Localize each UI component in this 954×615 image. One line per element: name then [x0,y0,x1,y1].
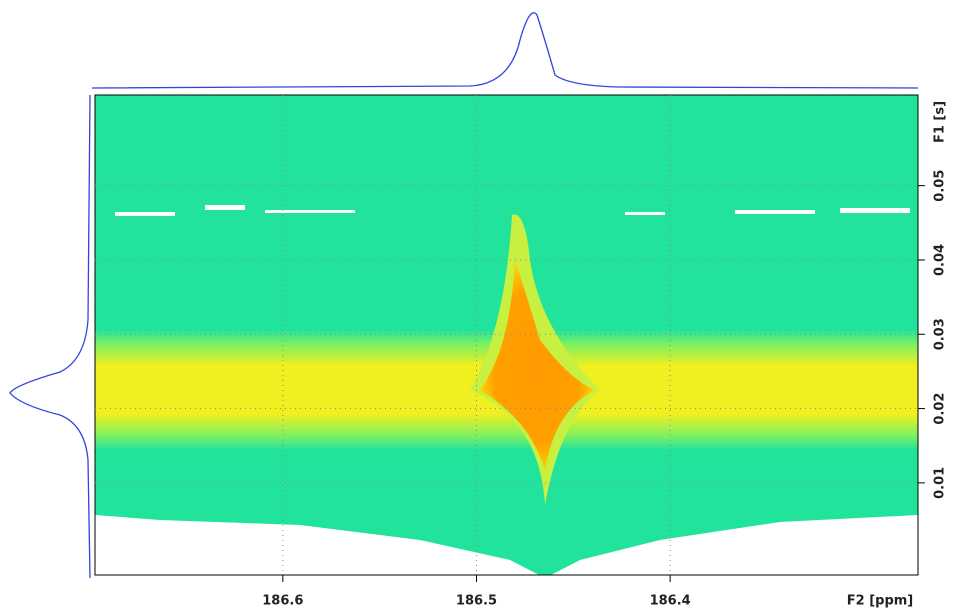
peak-core [480,260,595,470]
x-axis-label: F2 [ppm] [847,594,914,609]
f2-projection [91,12,919,89]
noise-dots [115,205,910,216]
empty-region [95,515,918,575]
f1-projection [9,94,91,579]
y-axis-label: F1 [s] [933,101,948,143]
x-tick-label: 186.4 [650,594,691,609]
y-tick-label: 0.05 [933,170,948,202]
y-tick-label: 0.04 [933,244,948,276]
y-tick-label: 0.02 [933,393,948,425]
contour-image [95,95,918,575]
plot-frame [94,94,919,576]
y-tick-label: 0.01 [933,467,948,499]
x-tick-label: 186.5 [456,594,497,609]
x-tick-label: 186.6 [262,594,303,609]
y-tick-label: 0.03 [933,318,948,350]
